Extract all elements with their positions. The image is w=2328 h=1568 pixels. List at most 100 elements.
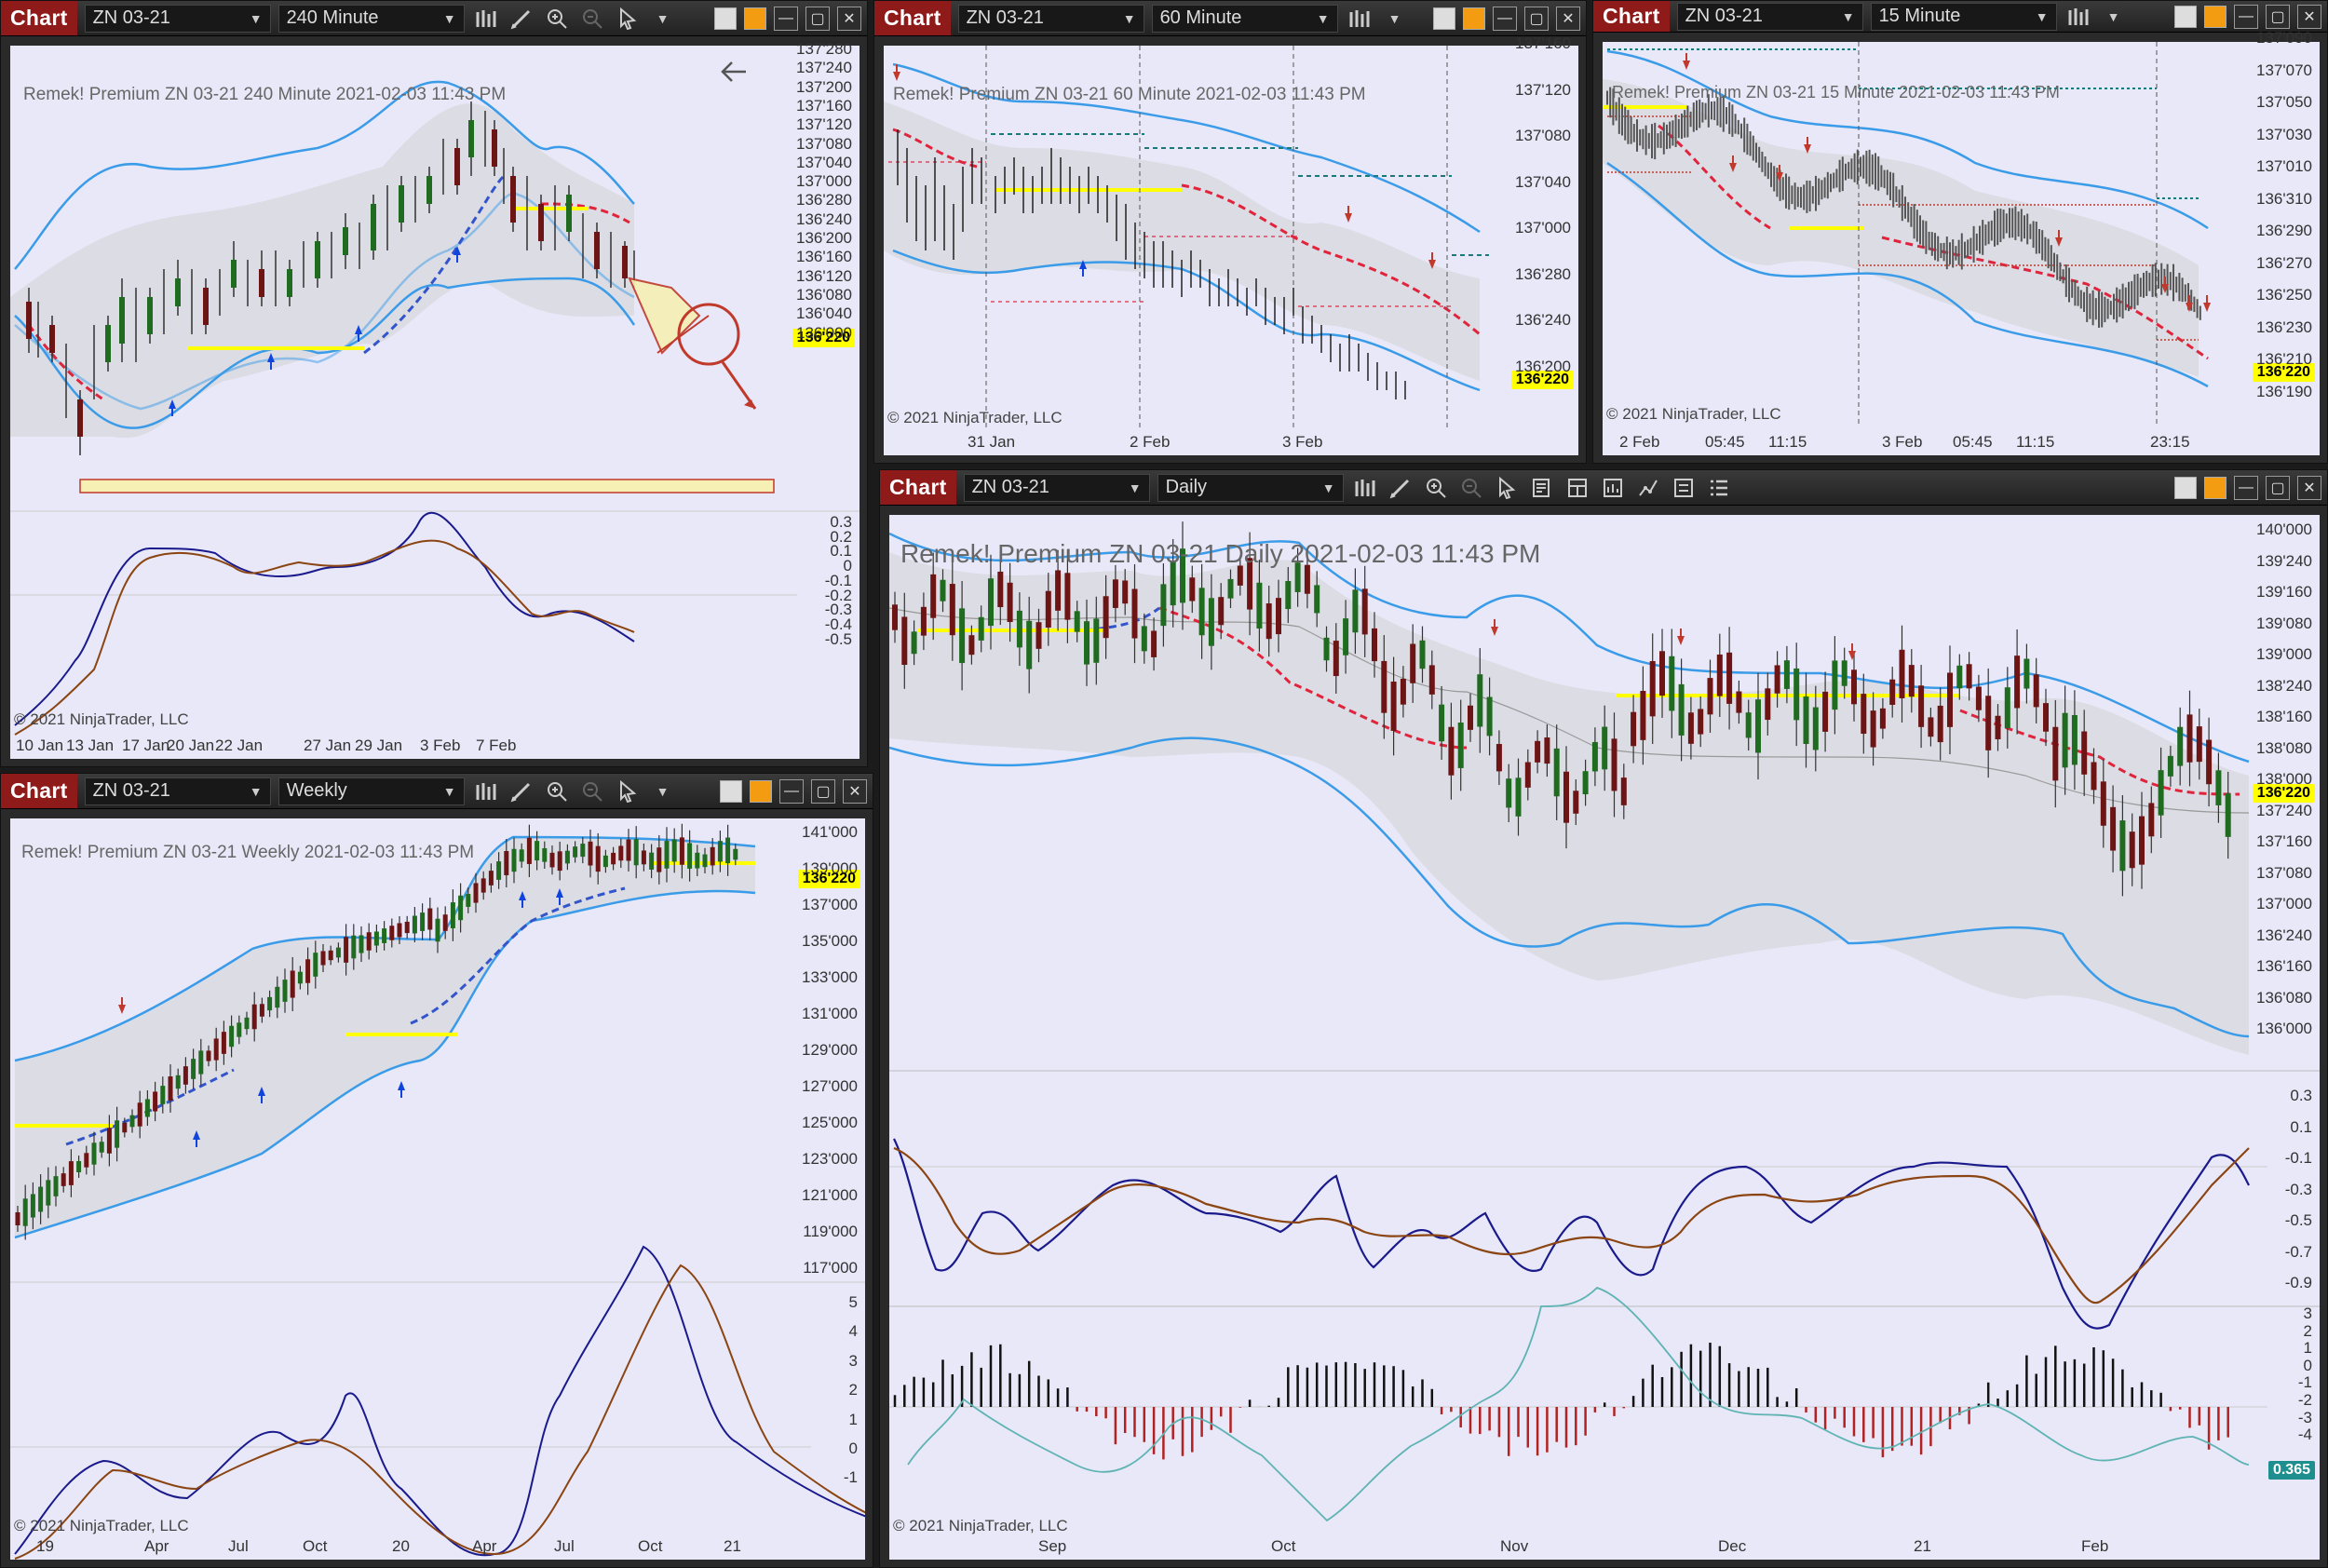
chart-menu-button[interactable]: Chart: [874, 1, 951, 35]
axis-tick-label: -0.2: [824, 586, 852, 604]
instrument-select[interactable]: ZN 03-21 ▼: [963, 473, 1150, 502]
pointer-icon[interactable]: [614, 5, 642, 33]
candle: [1390, 682, 1397, 731]
chart-menu-button[interactable]: Chart: [880, 470, 956, 505]
grey-theme-icon[interactable]: [720, 779, 742, 803]
panels-icon[interactable]: [1563, 474, 1591, 502]
grey-theme-icon[interactable]: [1433, 7, 1455, 30]
candle: [511, 848, 517, 872]
dropdown-icon[interactable]: ▼: [656, 783, 670, 799]
grey-theme-icon[interactable]: [2174, 5, 2197, 28]
zoom-in-icon[interactable]: [1422, 474, 1450, 502]
chart-menu-button[interactable]: Chart: [1593, 1, 1670, 32]
close-button[interactable]: ✕: [843, 778, 867, 804]
drawing-tool-icon[interactable]: [508, 5, 535, 33]
chart-plot[interactable]: Remek! Premium ZN 03-21 15 Minute 2021-0…: [1603, 29, 2320, 455]
chart-plot[interactable]: Remek! Premium ZN 03-21 60 Minute 2021-0…: [884, 34, 1578, 455]
drawing-tool-icon[interactable]: [508, 777, 535, 805]
axis-tick-label: 136'200: [1515, 357, 1571, 375]
interval-select[interactable]: 240 Minute ▼: [277, 4, 465, 33]
instrument-value: ZN 03-21: [92, 7, 170, 28]
orange-link-icon[interactable]: [1463, 7, 1485, 30]
axis-tick-label: 136'250: [2256, 286, 2312, 304]
close-button[interactable]: ✕: [1556, 6, 1580, 31]
interval-select[interactable]: 15 Minute ▼: [1870, 2, 2057, 31]
chart-menu-button[interactable]: Chart: [1, 1, 77, 35]
candle: [1112, 579, 1118, 608]
interval-select[interactable]: Weekly ▼: [277, 777, 465, 805]
instrument-select[interactable]: ZN 03-21 ▼: [957, 4, 1144, 33]
chevron-down-icon: ▼: [1122, 10, 1136, 26]
chart-menu-button[interactable]: Chart: [1, 774, 77, 808]
orange-link-icon[interactable]: [2204, 476, 2226, 499]
bar-type-icon[interactable]: [472, 5, 500, 33]
axis-tick-label: 137'010: [2256, 157, 2312, 175]
maximize-button[interactable]: ▢: [811, 778, 835, 804]
minimize-button[interactable]: —: [774, 6, 798, 31]
candle: [1131, 588, 1138, 639]
chart-plot[interactable]: Remek! Premium ZN 03-21 Daily 2021-02-03…: [889, 515, 2320, 1560]
pointer-icon[interactable]: [1493, 474, 1521, 502]
zoom-in-icon[interactable]: [543, 777, 571, 805]
minimize-button[interactable]: —: [2234, 475, 2258, 500]
bar-type-icon[interactable]: [1346, 5, 1374, 33]
orange-link-icon[interactable]: [2204, 5, 2226, 28]
instrument-select[interactable]: ZN 03-21 ▼: [84, 4, 271, 33]
maximize-button[interactable]: ▢: [1524, 6, 1549, 31]
zoom-in-icon[interactable]: [543, 5, 571, 33]
bar-type-icon[interactable]: [472, 777, 500, 805]
candle: [1486, 696, 1493, 737]
chart-plot[interactable]: Remek! Premium ZN 03-21 240 Minute 2021-…: [10, 40, 859, 759]
time-axis: 2 Feb 05:45 11:15 3 Feb 05:45 11:15 23:15: [1603, 431, 2254, 453]
pointer-icon[interactable]: [614, 777, 642, 805]
dropdown-icon[interactable]: ▼: [1387, 10, 1401, 26]
interval-value: 60 Minute: [1159, 7, 1242, 28]
candle: [359, 935, 364, 953]
list-icon[interactable]: [1705, 474, 1733, 502]
grey-theme-icon[interactable]: [714, 7, 737, 30]
maximize-button[interactable]: ▢: [805, 6, 830, 31]
zoom-out-icon[interactable]: [578, 777, 606, 805]
chart-plot[interactable]: Remek! Premium ZN 03-21 Weekly 2021-02-0…: [10, 818, 865, 1560]
instrument-select[interactable]: ZN 03-21 ▼: [84, 777, 271, 805]
candle: [221, 1032, 226, 1054]
chevron-down-icon: ▼: [442, 783, 456, 799]
zoom-out-icon[interactable]: [1457, 474, 1485, 502]
candle: [1591, 741, 1598, 772]
properties-icon[interactable]: [1670, 474, 1698, 502]
interval-select[interactable]: 60 Minute ▼: [1151, 4, 1338, 33]
orange-link-icon[interactable]: [750, 779, 772, 803]
indicators-icon[interactable]: [1599, 474, 1627, 502]
strategies-icon[interactable]: [1634, 474, 1662, 502]
zoom-out-icon[interactable]: [578, 5, 606, 33]
dropdown-icon[interactable]: ▼: [2106, 8, 2120, 24]
candle: [22, 1198, 28, 1226]
bar-type-icon[interactable]: [2064, 3, 2092, 31]
grey-theme-icon[interactable]: [2174, 476, 2197, 499]
axis-tick-label: 29 Jan: [355, 737, 403, 754]
candle: [1333, 641, 1339, 677]
close-button[interactable]: ✕: [837, 6, 861, 31]
maximize-button[interactable]: ▢: [2266, 4, 2290, 29]
data-box-icon[interactable]: [1528, 474, 1556, 502]
bar-type-icon[interactable]: [1351, 474, 1379, 502]
instrument-select[interactable]: ZN 03-21 ▼: [1676, 2, 1863, 31]
candle: [1928, 717, 1934, 737]
close-button[interactable]: ✕: [2297, 475, 2321, 500]
candle: [978, 616, 984, 641]
candle: [2110, 806, 2117, 851]
candle: [1400, 678, 1406, 705]
minimize-button[interactable]: —: [1493, 6, 1517, 31]
candle: [1975, 686, 1982, 710]
axis-tick-label: 136'240: [1515, 311, 1571, 329]
minimize-button[interactable]: —: [2234, 4, 2258, 29]
candle: [1783, 660, 1790, 689]
drawing-tool-icon[interactable]: [1387, 474, 1414, 502]
minimize-button[interactable]: —: [779, 778, 804, 804]
orange-link-icon[interactable]: [744, 7, 766, 30]
maximize-button[interactable]: ▢: [2266, 475, 2290, 500]
dropdown-icon[interactable]: ▼: [656, 10, 670, 26]
close-button[interactable]: ✕: [2297, 4, 2321, 29]
candle: [183, 1066, 188, 1085]
interval-select[interactable]: Daily ▼: [1157, 473, 1344, 502]
